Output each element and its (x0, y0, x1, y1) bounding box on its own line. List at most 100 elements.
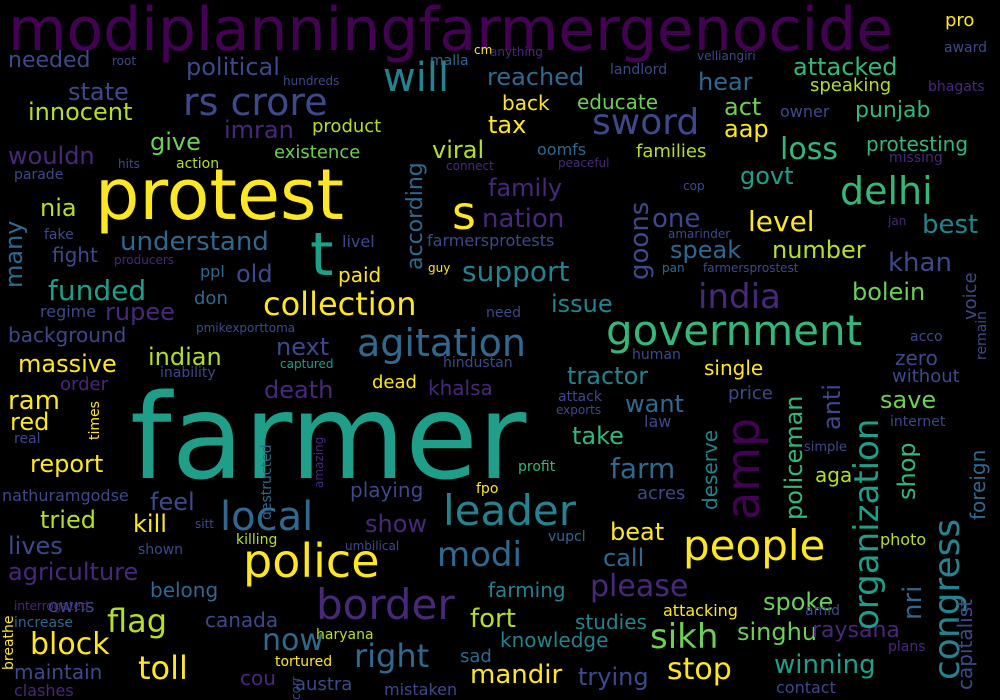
word: lives (8, 532, 63, 560)
word: educate (577, 90, 659, 114)
word: tractor (567, 362, 649, 390)
word: amp (716, 417, 770, 520)
word: report (30, 450, 104, 478)
word: action (176, 156, 220, 172)
word: fpo (476, 481, 499, 497)
word: family (488, 174, 563, 202)
word: product (312, 116, 382, 137)
word: needed (8, 48, 91, 73)
word: sitt (195, 517, 214, 531)
word: agitation (357, 321, 526, 365)
word: massive (18, 350, 117, 378)
word: existence (274, 142, 361, 163)
word: dead (372, 372, 417, 393)
word: feel (150, 488, 195, 516)
word: organization (847, 418, 887, 630)
word: government (606, 306, 863, 355)
word: border (316, 580, 455, 629)
word: fake (44, 227, 74, 243)
word: speak (670, 236, 742, 264)
word: next (276, 333, 330, 361)
word: tried (40, 506, 96, 534)
word: red (10, 408, 50, 436)
word: give (150, 128, 201, 156)
word: single (704, 356, 764, 380)
word: attacking (663, 601, 738, 620)
word: block (30, 627, 110, 662)
word: punjab (855, 98, 931, 123)
word: nia (40, 194, 77, 222)
word: hits (118, 157, 140, 171)
word: velliangiri (697, 49, 756, 63)
word: increase (14, 615, 74, 631)
word: amarinder (668, 227, 731, 241)
word: owner (780, 102, 830, 121)
word: back (502, 91, 550, 115)
word: price (728, 383, 773, 404)
word: govt (740, 162, 794, 190)
word: according (403, 162, 428, 270)
word: innocent (28, 98, 133, 126)
word: ppl (200, 262, 225, 281)
word: t (310, 220, 334, 290)
word: umbilical (345, 539, 400, 553)
word: human (632, 347, 681, 363)
word: many (0, 220, 28, 289)
word: photo (880, 530, 927, 549)
word: corr (289, 676, 303, 700)
word: canada (205, 608, 279, 632)
word: funded (48, 274, 147, 307)
word: breathe (1, 615, 17, 670)
word: times (87, 401, 103, 440)
word: inability (160, 365, 216, 381)
word: loss (780, 132, 838, 167)
word: collection (263, 285, 417, 323)
word: simple (804, 440, 847, 455)
word: one (652, 204, 701, 234)
word: will (383, 55, 450, 101)
word: plans (888, 639, 926, 655)
word: farmersprostest (703, 261, 799, 275)
word: level (748, 205, 815, 238)
word: protesting (866, 132, 969, 156)
word: attacked (793, 53, 898, 81)
word: issue (551, 290, 613, 318)
word: reached (487, 63, 585, 91)
word: tax (488, 111, 527, 139)
word: background (8, 323, 127, 347)
word: amid (805, 603, 840, 619)
word: take (572, 422, 624, 450)
word: root (112, 54, 137, 68)
word: rupee (105, 298, 175, 326)
word: agriculture (8, 558, 139, 586)
word: delhi (840, 169, 933, 213)
word: call (603, 544, 645, 572)
word: mandir (470, 660, 563, 690)
word: oomfs (537, 140, 587, 159)
word: policeman (780, 395, 808, 520)
word: vupcl (548, 529, 586, 545)
word: please (590, 569, 689, 604)
word: hear (698, 68, 753, 96)
word: hundreds (283, 74, 340, 88)
word: act (724, 93, 762, 121)
word: cm (474, 43, 493, 57)
word: tortured (275, 654, 333, 670)
word: deserve (698, 429, 722, 510)
word: rs crore (183, 80, 328, 124)
word: flag (107, 602, 168, 640)
word: local (220, 494, 314, 540)
word: want (625, 390, 684, 418)
word: state (68, 78, 129, 106)
word: peaceful (558, 156, 610, 170)
word: stop (667, 652, 732, 687)
word: livel (342, 232, 375, 251)
word: toll (138, 649, 188, 687)
word: studies (575, 610, 647, 634)
word: support (462, 255, 570, 288)
word: old (236, 260, 273, 288)
word: paid (338, 263, 382, 287)
word: show (365, 510, 428, 538)
word: fort (470, 604, 516, 634)
word: leader (443, 486, 577, 535)
